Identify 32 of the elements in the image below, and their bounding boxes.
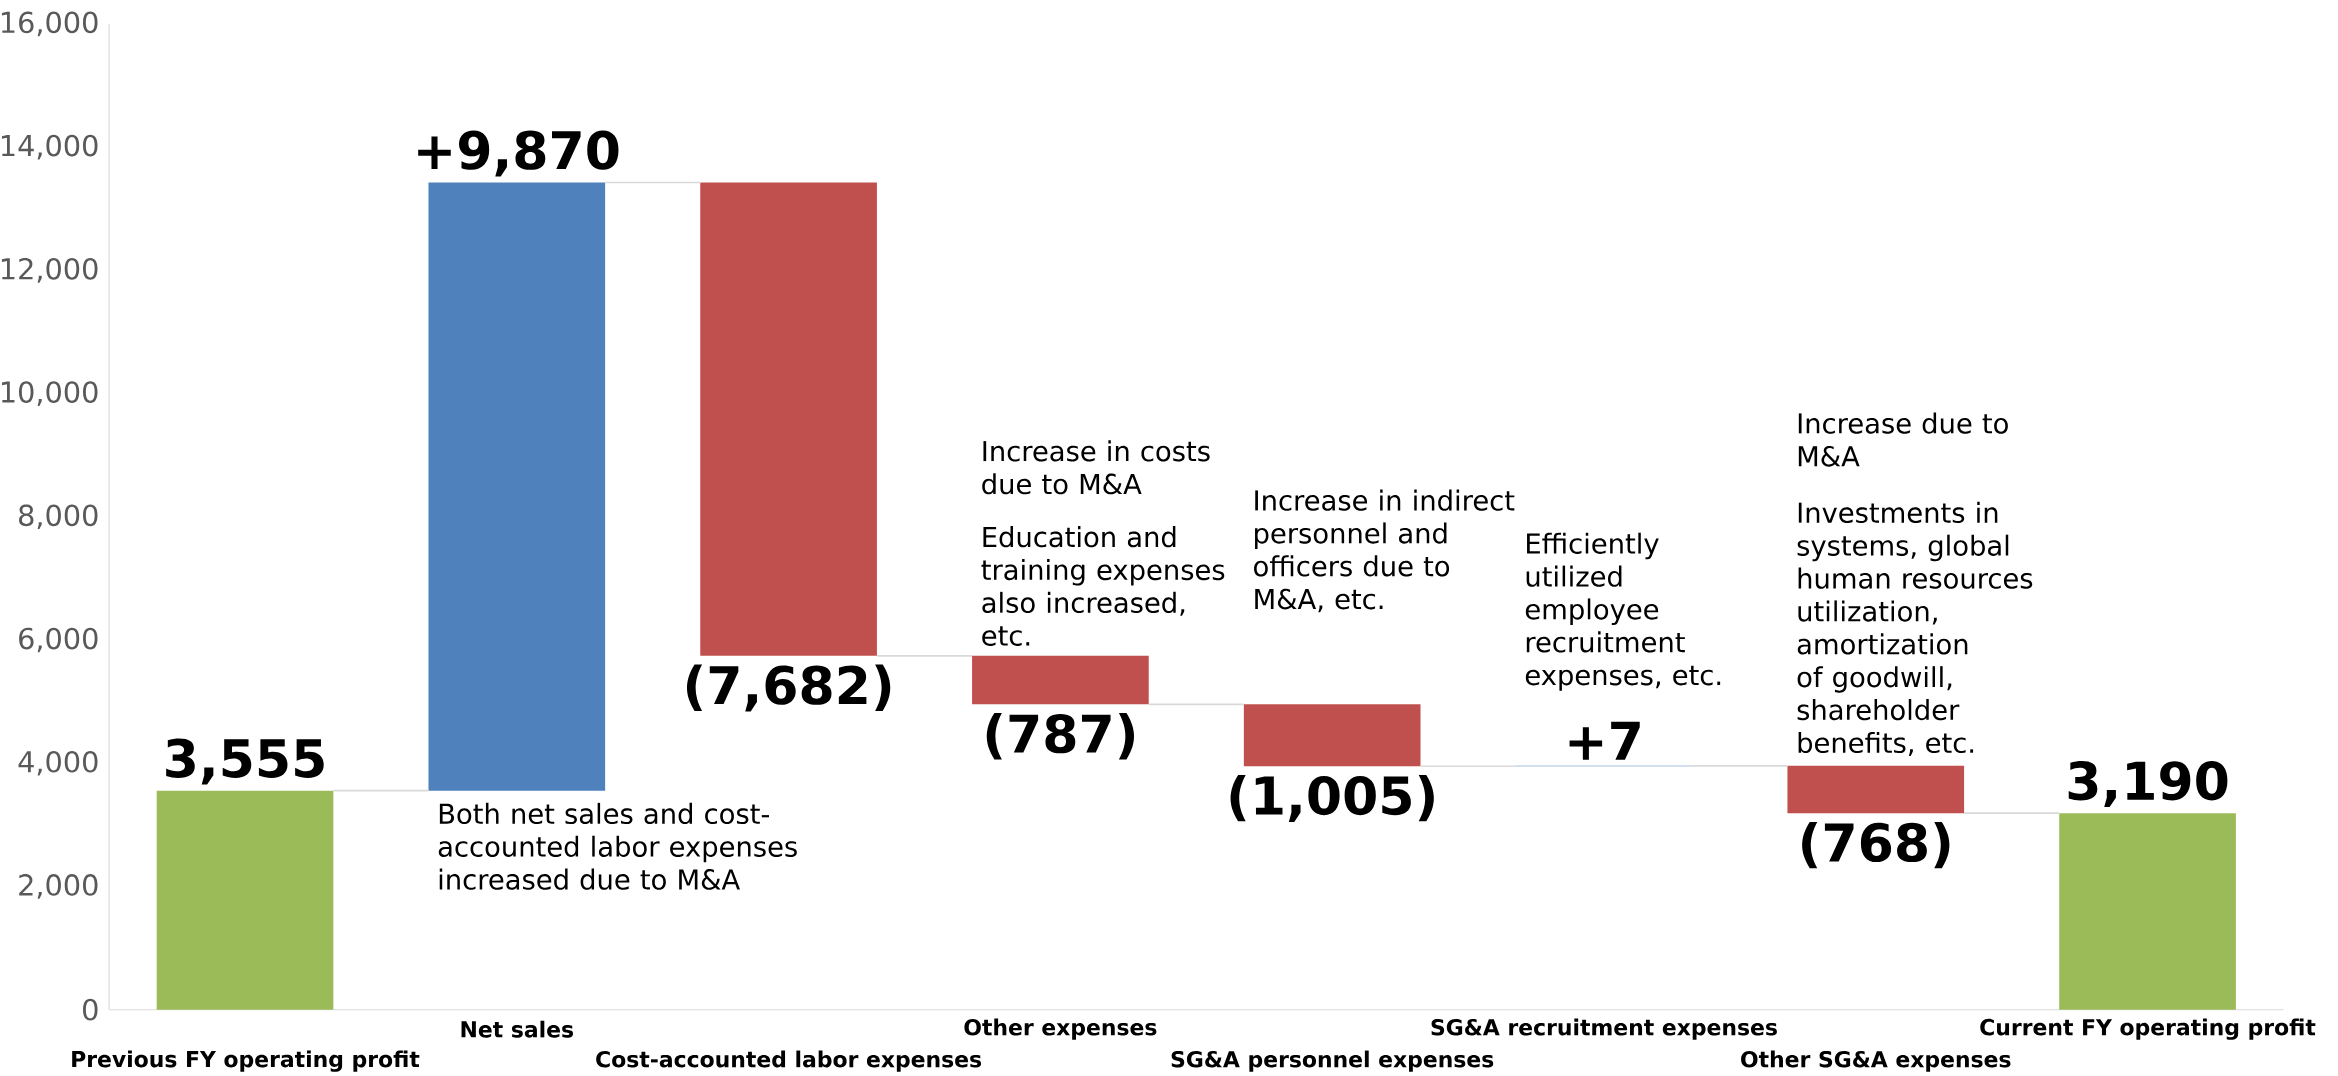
x-tick-label: Net sales bbox=[461, 1020, 574, 1038]
data-label: +9,870 bbox=[418, 130, 619, 177]
annotation: Increase due to M&A bbox=[1798, 412, 2008, 467]
x-tick-label: Previous FY operating profit bbox=[72, 1050, 420, 1072]
y-tick-label: 2,000 bbox=[19, 874, 98, 899]
x-tick-label: Other SG&A expenses bbox=[1741, 1050, 2011, 1072]
y-tick-label: 12,000 bbox=[1, 257, 98, 283]
data-label: (787) bbox=[986, 713, 1135, 760]
x-tick-label: SG&A personnel expenses bbox=[1171, 1050, 1494, 1072]
annotation: Investments in systems, global human resources utilization, amortization of goodwill, shareholder benefits, etc. bbox=[1797, 501, 2033, 756]
data-label: +7 bbox=[1569, 721, 1640, 760]
x-tick-label: Current FY operating profit bbox=[1980, 1018, 2316, 1040]
data-label: (7,682) bbox=[686, 664, 891, 712]
y-tick-label: 16,000 bbox=[1, 11, 98, 37]
y-tick-label: 0 bbox=[83, 998, 98, 1021]
x-tick-label: SG&A recruitment expenses bbox=[1431, 1018, 1777, 1040]
data-label: 3,190 bbox=[2068, 761, 2228, 808]
annotation: Increase in indirect personnel and officers due to M&A, etc. bbox=[1254, 489, 1515, 613]
y-tick-label: 8,000 bbox=[19, 504, 98, 530]
data-label: 3,555 bbox=[166, 738, 324, 785]
annotation: Education and training expenses also increased, etc. bbox=[981, 526, 1225, 646]
annotation: Both net sales and cost-accounted labor expenses increased due to M&A bbox=[438, 802, 797, 890]
x-tick-label: Cost-accounted labor expenses bbox=[596, 1050, 982, 1072]
y-tick-label: 14,000 bbox=[1, 134, 98, 160]
annotation: Efficiently utilized employee recruitment expenses, etc. bbox=[1525, 532, 1721, 691]
y-tick-label: 10,000 bbox=[1, 381, 98, 406]
data-label: (768) bbox=[1802, 821, 1950, 869]
y-tick-label: 6,000 bbox=[19, 627, 98, 653]
y-tick-label: 4,000 bbox=[18, 750, 98, 776]
annotation: Increase in costs due to M&A bbox=[982, 440, 1210, 495]
x-tick-label: Other expenses bbox=[964, 1018, 1157, 1040]
data-label: (1,005) bbox=[1230, 775, 1434, 822]
